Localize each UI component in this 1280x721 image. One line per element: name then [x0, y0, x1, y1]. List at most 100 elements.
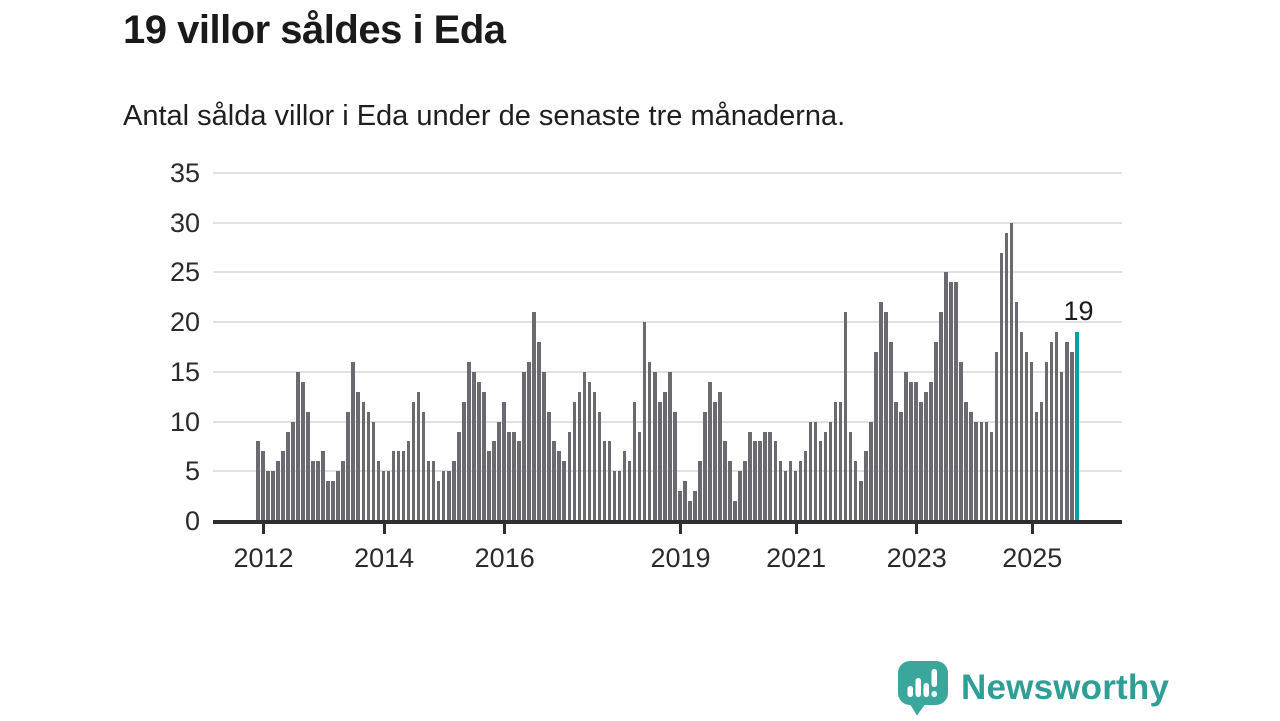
bar [572, 401, 577, 521]
bar [743, 461, 747, 521]
bar [668, 371, 672, 521]
bar [783, 471, 788, 521]
bar [567, 431, 572, 521]
bar [336, 471, 340, 521]
bar [386, 471, 391, 521]
bar [994, 351, 999, 521]
bar [396, 451, 401, 521]
bar [482, 391, 486, 521]
x-axis-label: 2023 [886, 543, 947, 573]
bar [321, 451, 325, 521]
bar [467, 361, 471, 521]
y-axis-label: 25 [169, 257, 200, 288]
bar [1044, 361, 1049, 521]
bar [326, 481, 330, 521]
bar [331, 481, 335, 521]
bar [828, 421, 833, 521]
bar [944, 272, 948, 521]
bar [703, 411, 707, 521]
bar [612, 471, 617, 521]
bar [788, 461, 793, 521]
bar [542, 371, 546, 521]
x-axis-tick [679, 524, 683, 534]
gridline [213, 221, 1122, 224]
gridline [213, 271, 1122, 274]
bar [512, 431, 516, 521]
x-axis-line [213, 520, 1122, 524]
bar [632, 401, 637, 521]
bar [1004, 232, 1009, 521]
bar [451, 461, 456, 521]
bar [577, 391, 582, 521]
bar [818, 441, 823, 521]
bar [296, 371, 300, 521]
bar [487, 451, 491, 521]
x-axis-tick [794, 524, 798, 534]
bar [522, 371, 526, 521]
bar [904, 371, 908, 521]
bar [984, 421, 989, 521]
bar [723, 441, 727, 521]
bar [617, 471, 622, 521]
bar [949, 282, 953, 521]
bar [517, 441, 521, 521]
bar [863, 451, 868, 521]
x-axis-label: 2016 [474, 543, 535, 573]
highlight-value-label: 19 [1063, 296, 1094, 327]
bar [346, 411, 351, 521]
bar [728, 461, 732, 521]
bar [1019, 332, 1024, 521]
bar [527, 361, 531, 521]
bar [406, 441, 411, 521]
bar [421, 411, 426, 521]
bar [959, 361, 963, 521]
newsworthy-logo-text: Newsworthy [961, 668, 1170, 707]
bar [276, 461, 280, 521]
gridline [213, 321, 1122, 324]
bar [1024, 351, 1029, 521]
bar [637, 431, 642, 521]
bar [562, 461, 567, 521]
bar [803, 451, 808, 521]
bar [642, 322, 647, 521]
bar [934, 342, 938, 521]
bar [507, 431, 511, 521]
bar [748, 431, 752, 521]
gridline [213, 370, 1122, 373]
bar [537, 342, 541, 521]
bar [281, 451, 285, 521]
y-axis-label: 15 [169, 356, 200, 387]
bar [909, 381, 913, 521]
bar [718, 391, 722, 521]
bar [311, 461, 315, 521]
bar [371, 421, 376, 521]
bar [798, 461, 803, 521]
bar [858, 481, 863, 521]
x-axis-label: 2019 [650, 543, 711, 573]
bar [688, 501, 692, 521]
bar [441, 471, 446, 521]
bar [738, 471, 742, 521]
bar [416, 391, 421, 521]
bar [838, 401, 843, 521]
chart-subtitle: Antal sålda villor i Eda under de senast… [123, 100, 846, 132]
bar [301, 381, 305, 521]
x-axis-tick [262, 524, 266, 534]
bar [954, 282, 958, 521]
bar [462, 401, 466, 521]
bar [306, 411, 310, 521]
bar [582, 371, 587, 521]
highlighted-bar [1074, 332, 1079, 521]
bar [678, 491, 682, 521]
bar [587, 381, 592, 521]
bar [914, 381, 918, 521]
bar [823, 431, 828, 521]
bar [833, 401, 838, 521]
x-axis-tick [382, 524, 386, 534]
gridline [213, 470, 1122, 473]
bar [391, 451, 396, 521]
bar [1039, 401, 1044, 521]
bar [366, 411, 371, 521]
bar [1054, 332, 1059, 521]
bar [1014, 302, 1019, 521]
